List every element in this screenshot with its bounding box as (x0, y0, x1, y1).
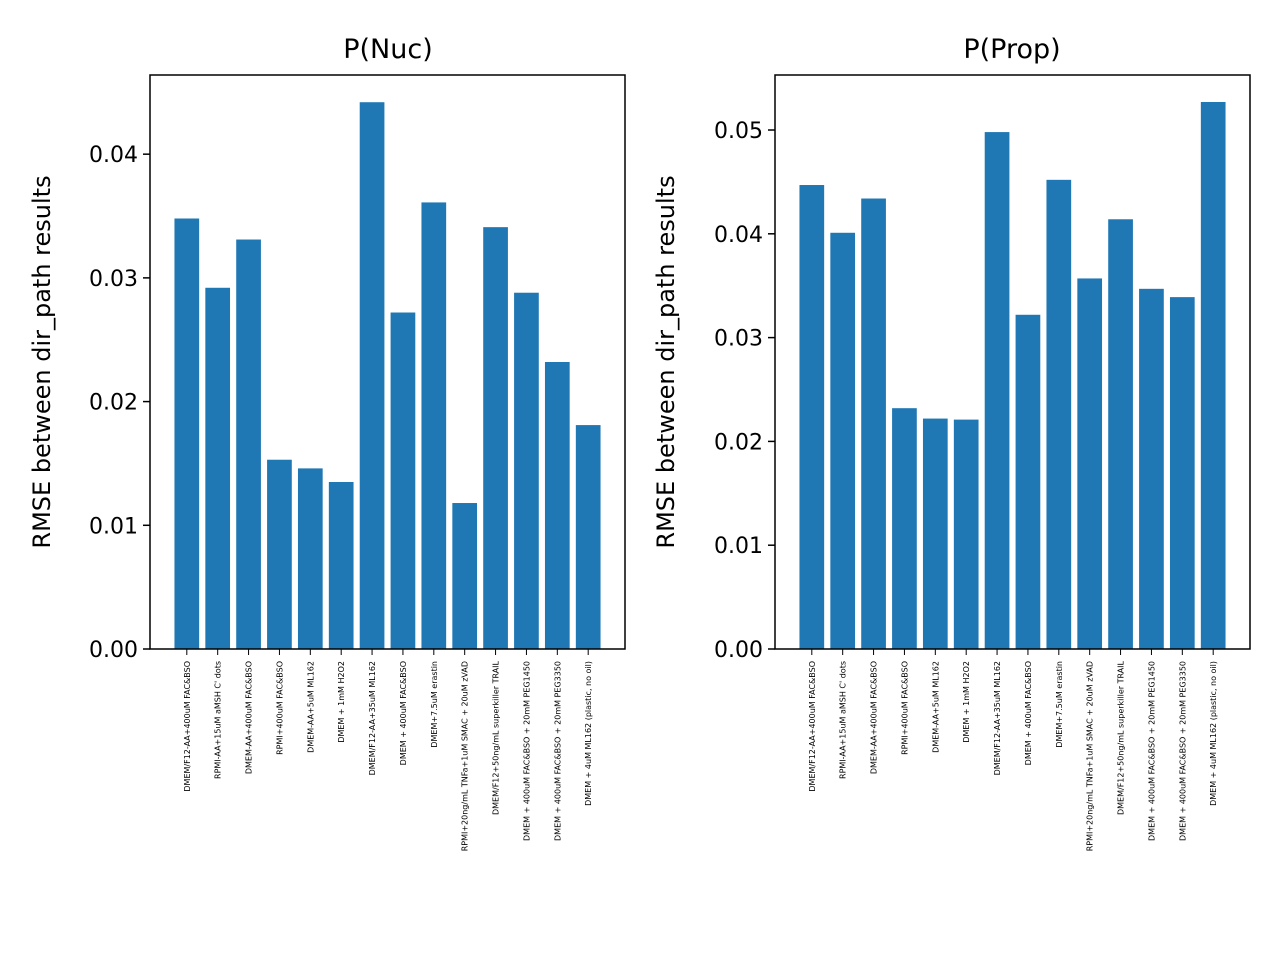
y-tick-label: 0.00 (714, 638, 763, 663)
bar (297, 468, 323, 649)
bar (267, 459, 292, 649)
bar (174, 218, 200, 649)
y-tick-label: 0.04 (89, 143, 138, 168)
bar (1108, 219, 1133, 649)
y-tick-label: 0.05 (714, 119, 763, 144)
x-tick-label: DMEM + 400uM FAC&BSO + 20mM PEG1450 (522, 661, 531, 841)
y-ticks: 0.00 0.01 0.02 0.03 0.04 (89, 143, 150, 663)
y-ticks: 0.00 0.01 0.02 0.03 0.04 0.05 (714, 119, 775, 663)
chart-p-prop: P(Prop) RMSE between dir_path results 0.… (652, 34, 1251, 851)
x-tick-label: DMEM + 400uM FAC&BSO + 20mM PEG3350 (1178, 661, 1187, 841)
bar (1200, 101, 1226, 649)
bar (1139, 288, 1164, 649)
chart-title: P(Prop) (963, 34, 1060, 65)
plot-frame (774, 74, 1251, 650)
y-tick-label: 0.03 (89, 267, 138, 292)
x-tick-label: RPMI+400uM FAC&BSO (275, 661, 284, 755)
bar (1046, 179, 1072, 649)
y-tick-label: 0.03 (714, 327, 763, 352)
bar (452, 503, 478, 649)
x-tick-label: DMEM + 4uM ML162 (plastic, no oil) (1209, 661, 1218, 806)
bar (205, 287, 231, 649)
x-tick-label: DMEM + 1mM H2O2 (337, 661, 346, 743)
bar (390, 312, 416, 649)
y-axis-label: RMSE between dir_path results (28, 175, 56, 548)
bar (514, 292, 539, 649)
bar (984, 132, 1010, 649)
x-tick-label: DMEM/F12-AA+400uM FAC&BSO (183, 661, 192, 792)
bars (799, 101, 1226, 649)
x-ticks: DMEM/F12-AA+400uM FAC&BSO RPMI-AA+15uM aM… (808, 649, 1218, 851)
x-tick-label: RPMI+20ng/mL TNFa+1uM SMAC + 20uM zVAD (461, 661, 470, 851)
bar (575, 425, 601, 649)
x-tick-label: DMEM + 4uM ML162 (plastic, no oil) (584, 661, 593, 806)
x-tick-label: DMEM/F12-AA+35uM ML162 (993, 661, 1002, 775)
y-tick-label: 0.01 (89, 514, 138, 539)
x-tick-label: DMEM-AA+400uM FAC&BSO (870, 661, 879, 774)
x-tick-label: DMEM/F12-AA+35uM ML162 (368, 661, 377, 775)
bar (359, 102, 385, 649)
bar (421, 202, 447, 650)
x-tick-label: DMEM+7.5uM erastin (430, 661, 439, 748)
chart-p-nuc: P(Nuc) RMSE between dir_path results 0.0… (28, 34, 626, 851)
y-tick-label: 0.01 (714, 534, 763, 559)
x-ticks: DMEM/F12-AA+400uM FAC&BSO RPMI-AA+15uM aM… (183, 649, 593, 851)
bar (861, 198, 886, 649)
x-tick-label: DMEM/F12+50ng/mL superkiller TRAIL (1117, 660, 1126, 815)
x-tick-label: DMEM + 400uM FAC&BSO (399, 661, 408, 765)
x-tick-label: DMEM+7.5uM erastin (1055, 661, 1064, 748)
bar (1077, 278, 1103, 649)
plot-frame (149, 74, 626, 650)
bar (544, 362, 570, 649)
x-tick-label: DMEM + 1mM H2O2 (962, 661, 971, 743)
y-tick-label: 0.02 (89, 391, 138, 416)
bar (1015, 314, 1041, 649)
bar (1169, 297, 1195, 649)
bar (892, 408, 917, 649)
bar (922, 418, 948, 649)
x-tick-label: RPMI+400uM FAC&BSO (900, 661, 909, 755)
bar (799, 185, 825, 649)
bar (830, 232, 856, 649)
x-tick-label: DMEM + 400uM FAC&BSO + 20mM PEG3350 (553, 661, 562, 841)
x-tick-label: DMEM-AA+5uM ML162 (306, 661, 315, 753)
x-tick-label: DMEM + 400uM FAC&BSO (1024, 661, 1033, 765)
x-tick-label: RPMI+20ng/mL TNFa+1uM SMAC + 20uM zVAD (1086, 661, 1095, 851)
bar (483, 227, 508, 649)
y-tick-label: 0.02 (714, 430, 763, 455)
bar (328, 481, 354, 649)
y-tick-label: 0.00 (89, 638, 138, 663)
x-tick-label: RPMI-AA+15uM aMSH C' dots (214, 661, 223, 779)
bar (236, 239, 261, 650)
x-tick-label: DMEM/F12-AA+400uM FAC&BSO (808, 661, 817, 792)
y-tick-label: 0.04 (714, 223, 763, 248)
x-tick-label: DMEM-AA+5uM ML162 (931, 661, 940, 753)
x-tick-label: DMEM/F12+50ng/mL superkiller TRAIL (492, 660, 501, 815)
x-tick-label: RPMI-AA+15uM aMSH C' dots (839, 661, 848, 779)
bars (174, 102, 601, 650)
bar (953, 419, 979, 649)
y-axis-label: RMSE between dir_path results (652, 175, 680, 548)
chart-title: P(Nuc) (343, 34, 433, 65)
x-tick-label: DMEM + 400uM FAC&BSO + 20mM PEG1450 (1147, 661, 1156, 841)
x-tick-label: DMEM-AA+400uM FAC&BSO (245, 661, 254, 774)
